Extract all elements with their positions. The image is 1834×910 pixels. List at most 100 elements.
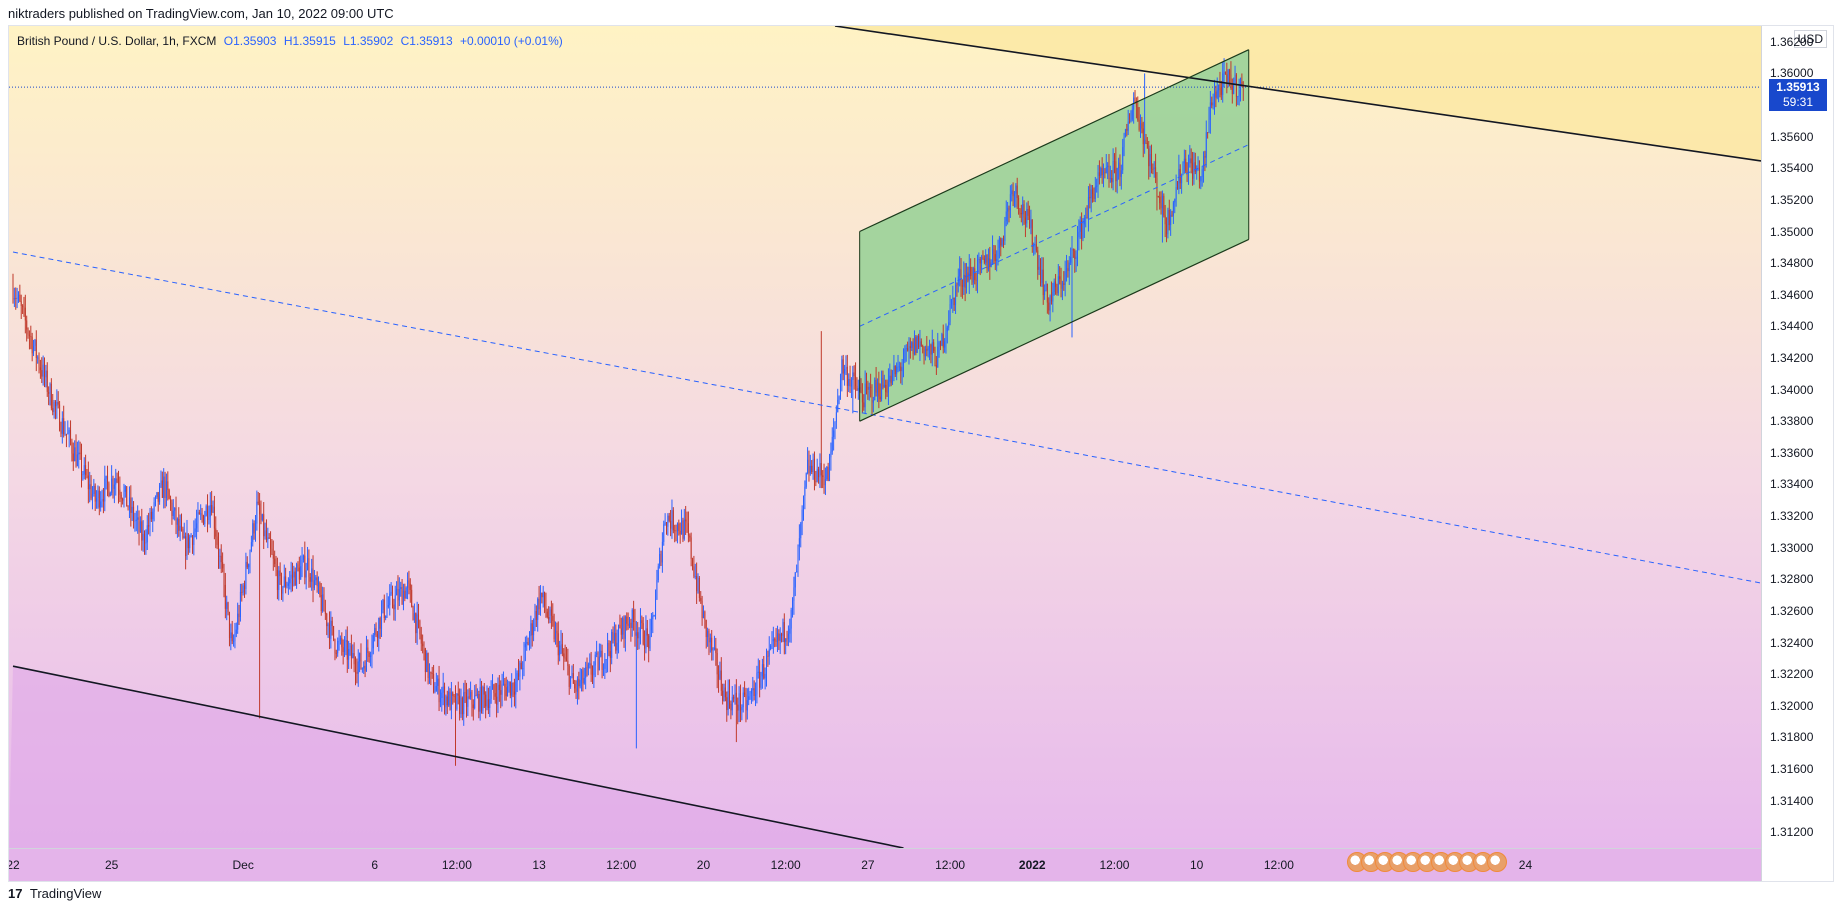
candle-body [191, 536, 193, 545]
economic-events-row[interactable] [1347, 852, 1507, 872]
candle-body [344, 641, 346, 652]
candle-body [370, 655, 372, 657]
candle-body [924, 349, 926, 357]
candle-body [701, 600, 703, 619]
candle-body [631, 609, 633, 628]
price-plot[interactable] [9, 26, 1761, 848]
price-tick-label: 1.31800 [1770, 730, 1814, 745]
candle-body [165, 481, 167, 499]
candle-body [224, 584, 226, 609]
candle-body [1231, 85, 1233, 94]
candle-body [352, 653, 354, 659]
candle-body [885, 384, 887, 393]
price-tick-label: 1.32400 [1770, 635, 1814, 650]
candle-body [379, 618, 381, 629]
candle-body [860, 387, 862, 393]
candle-body [231, 632, 233, 642]
candle-body [401, 586, 403, 605]
candle-body [876, 382, 878, 393]
candle-body [1148, 148, 1150, 167]
candle-body [164, 476, 166, 499]
candle-body [998, 238, 1000, 249]
price-tick-label: 1.33400 [1770, 477, 1814, 492]
candle-body [160, 480, 162, 486]
candle-body [264, 530, 266, 537]
candle-body [67, 433, 69, 435]
candle-body [427, 653, 429, 679]
candle-body [146, 525, 148, 543]
candle-body [930, 344, 932, 355]
candle-body [707, 630, 709, 638]
trendline-upper[interactable] [834, 26, 1761, 162]
candle-body [339, 638, 341, 641]
candle-body [282, 586, 284, 594]
candle-body [475, 695, 477, 697]
candle-body [983, 258, 985, 263]
candle-body [972, 268, 974, 283]
currency-label[interactable]: USD [1793, 30, 1827, 48]
candle-body [1150, 154, 1152, 169]
candle-body [839, 380, 841, 397]
candle-body [545, 606, 547, 612]
candle-body [81, 453, 82, 475]
candle-body [1018, 198, 1020, 209]
candle-body [1000, 238, 1002, 246]
candle-body [1068, 262, 1070, 272]
candle-body [1207, 132, 1209, 134]
candle-body [857, 388, 859, 391]
candle-body [586, 667, 588, 669]
candle-body [1220, 87, 1222, 95]
candle-body [15, 298, 17, 300]
candle-body [216, 536, 218, 545]
candle-body [785, 638, 787, 642]
candle-body [97, 490, 99, 499]
candle-body [178, 518, 180, 531]
candle-body [978, 259, 980, 260]
candle-body [493, 684, 495, 694]
candle-body [556, 630, 558, 634]
candle-body [16, 297, 18, 300]
candle-body [135, 519, 137, 521]
candle-body [413, 613, 415, 621]
candle-body [19, 294, 21, 302]
flag-gb-icon[interactable] [1487, 852, 1507, 872]
candle-body [1016, 185, 1018, 199]
candle-body [426, 653, 428, 672]
candle-body [1092, 189, 1094, 194]
candle-body [702, 611, 704, 619]
candle-body [1200, 176, 1202, 182]
candle-body [848, 378, 850, 386]
candle-body [929, 344, 931, 348]
candle-body [544, 592, 546, 607]
candle-body [45, 370, 47, 378]
candle-body [312, 568, 314, 588]
candle-body [249, 550, 251, 565]
candle-body [1196, 168, 1198, 172]
candle-body [1233, 83, 1235, 94]
trendline-lower[interactable] [12, 665, 904, 848]
candle-body [1005, 211, 1007, 222]
candle-body [561, 644, 563, 654]
price-axis[interactable]: USD 1.36200 1.36000 1.35600 1.35400 1.35200 1… [1761, 26, 1833, 881]
parallel-channel-fill[interactable] [859, 49, 1249, 422]
channel-upper-line[interactable] [859, 49, 1249, 233]
candle-body [183, 536, 185, 538]
candle-body [582, 670, 584, 684]
candle-body [1071, 249, 1073, 258]
candle-body [1213, 91, 1215, 103]
candle-body [1135, 100, 1137, 108]
candle-body [648, 635, 650, 649]
candle-body [1009, 194, 1011, 211]
candle-body [1107, 165, 1109, 168]
candle-body [959, 269, 961, 277]
candle-body [218, 544, 219, 557]
candle-body [898, 366, 900, 368]
channel-lower-line[interactable] [859, 238, 1249, 422]
candle-body [1045, 283, 1047, 290]
candle-body [897, 366, 899, 368]
candle-body [102, 499, 104, 502]
candle-body [590, 663, 592, 675]
chart-frame[interactable]: British Pound / U.S. Dollar, 1h, FXCM O1… [8, 25, 1834, 882]
candle-body [996, 259, 998, 261]
candle-body [537, 598, 539, 620]
